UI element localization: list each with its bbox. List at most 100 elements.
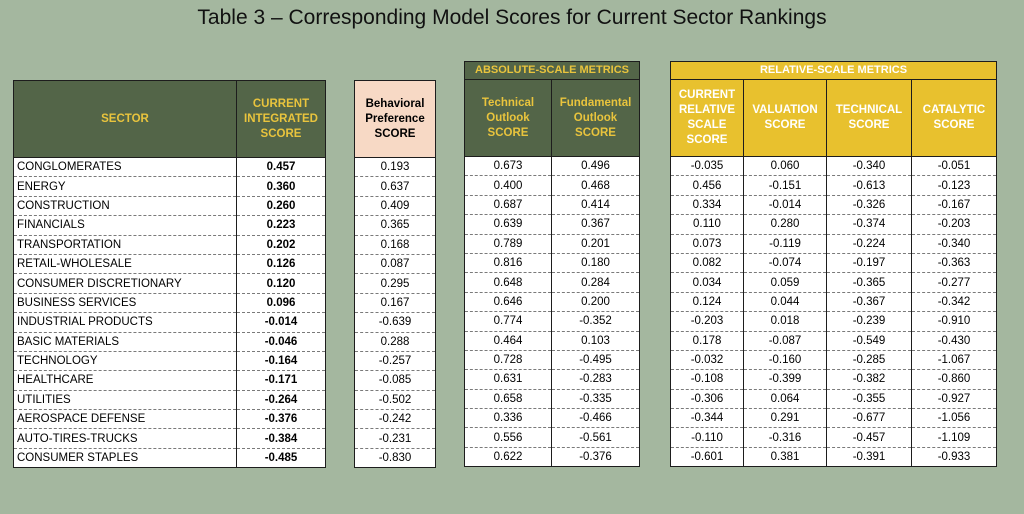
technical-outlook-cell: 0.639: [464, 214, 552, 235]
fundamental-outlook-cell: -0.466: [551, 408, 640, 429]
table-row: 0.193: [354, 156, 436, 178]
valuation-cell: 0.381: [743, 446, 827, 468]
behavioral-header-line1: Behavioral: [365, 97, 425, 110]
sector-name-cell: CONGLOMERATES: [13, 156, 237, 178]
table-row: -0.108 -0.399 -0.382 -0.860: [670, 369, 997, 390]
table-row: HEALTHCARE -0.171: [13, 370, 326, 391]
table-row: 0.728 -0.495: [464, 349, 640, 371]
technical-cell: -0.340: [826, 155, 912, 177]
fundamental-outlook-cell: -0.561: [551, 427, 640, 448]
technical-cell: -0.285: [826, 349, 912, 371]
integrated-score-cell: 0.260: [236, 195, 326, 217]
technical-outlook-cell: 0.789: [464, 233, 552, 254]
valuation-cell: -0.087: [743, 330, 827, 351]
absolute-metrics-table: ABSOLUTE-SCALE METRICS Technical Outlook…: [464, 61, 640, 468]
sector-name-cell: CONSUMER DISCRETIONARY: [13, 273, 237, 294]
table-row: 0.639 0.367: [464, 214, 640, 235]
table-row: CONGLOMERATES 0.457: [13, 156, 326, 178]
valuation-cell: 0.060: [743, 155, 827, 177]
table-row: -0.639: [354, 312, 436, 333]
catalytic-cell: -0.203: [911, 214, 997, 235]
behavioral-header-line3: SCORE: [374, 127, 416, 140]
valuation-cell: -0.119: [743, 233, 827, 254]
behavioral-header-line2: Preference: [365, 112, 425, 125]
catalytic-cell: -1.056: [911, 408, 997, 429]
fundamental-outlook-header: Fundamental Outlook SCORE: [551, 79, 640, 157]
technical-outlook-cell: 0.687: [464, 194, 552, 216]
sector-name-cell: HEALTHCARE: [13, 370, 237, 391]
integrated-score-cell: -0.264: [236, 389, 326, 411]
catalytic-cell: -0.340: [911, 233, 997, 254]
table-row: -0.502: [354, 389, 436, 411]
current-relative-cell: 0.110: [670, 214, 744, 235]
fundamental-outlook-cell: 0.468: [551, 175, 640, 196]
fundamental-outlook-cell: 0.414: [551, 194, 640, 216]
behavioral-score-cell: -0.242: [354, 409, 436, 430]
technical-outlook-cell: 0.556: [464, 427, 552, 448]
sector-name-cell: ENERGY: [13, 176, 237, 197]
integrated-score-cell: -0.171: [236, 370, 326, 391]
fundamental-outlook-line2: Outlook: [573, 111, 618, 124]
integrated-score-cell: 0.360: [236, 176, 326, 197]
table-row: 0.167: [354, 292, 436, 314]
catalytic-line2: SCORE: [933, 119, 975, 131]
table-row: TECHNOLOGY -0.164: [13, 350, 326, 372]
valuation-cell: 0.044: [743, 291, 827, 313]
technical-outlook-cell: 0.774: [464, 311, 552, 332]
technical-cell: -0.365: [826, 272, 912, 293]
table-row: 0.295: [354, 273, 436, 294]
integrated-score-cell: -0.485: [236, 447, 326, 469]
integrated-score-cell: 0.096: [236, 292, 326, 314]
behavioral-score-cell: 0.168: [354, 234, 436, 255]
sector-name-cell: AUTO-TIRES-TRUCKS: [13, 428, 237, 449]
behavioral-score-cell: -0.257: [354, 350, 436, 372]
table-row: RETAIL-WHOLESALE 0.126: [13, 253, 326, 275]
behavioral-score-cell: -0.830: [354, 447, 436, 469]
integrated-score-header: CURRENT INTEGRATED SCORE: [236, 80, 326, 158]
valuation-line1: VALUATION: [752, 104, 818, 116]
integrated-score-cell: -0.014: [236, 312, 326, 333]
fundamental-outlook-cell: 0.180: [551, 252, 640, 274]
behavioral-score-cell: 0.288: [354, 331, 436, 352]
current-relative-cell: -0.306: [670, 388, 744, 410]
integrated-header-line2: INTEGRATED: [244, 112, 318, 125]
behavioral-score-cell: 0.167: [354, 292, 436, 314]
technical-outlook-cell: 0.336: [464, 408, 552, 429]
technical-outlook-cell: 0.622: [464, 446, 552, 468]
fundamental-outlook-cell: 0.284: [551, 272, 640, 293]
current-relative-cell: 0.456: [670, 175, 744, 196]
behavioral-score-header: Behavioral Preference SCORE: [354, 80, 436, 158]
catalytic-cell: -0.363: [911, 252, 997, 274]
table-row: -0.231: [354, 428, 436, 449]
integrated-header-line1: CURRENT: [252, 97, 310, 110]
table-row: 0.334 -0.014 -0.326 -0.167: [670, 194, 997, 216]
technical-outlook-line3: SCORE: [487, 126, 529, 139]
catalytic-line1: CATALYTIC: [922, 104, 986, 116]
table-row: 0.774 -0.352: [464, 311, 640, 332]
integrated-score-cell: 0.126: [236, 253, 326, 275]
technical-header: TECHNICAL SCORE: [826, 79, 912, 157]
technical-cell: -0.326: [826, 194, 912, 216]
table-row: -0.032 -0.160 -0.285 -1.067: [670, 349, 997, 371]
behavioral-score-cell: 0.409: [354, 195, 436, 217]
table-row: 0.168: [354, 234, 436, 255]
technical-outlook-line1: Technical: [481, 96, 535, 109]
technical-outlook-cell: 0.464: [464, 330, 552, 351]
table-row: 0.464 0.103: [464, 330, 640, 351]
technical-cell: -0.374: [826, 214, 912, 235]
technical-cell: -0.197: [826, 252, 912, 274]
sector-name-cell: CONSUMER STAPLES: [13, 447, 237, 469]
table-row: FINANCIALS 0.223: [13, 215, 326, 236]
table-row: 0.673 0.496: [464, 155, 640, 177]
catalytic-cell: -0.051: [911, 155, 997, 177]
table-row: 0.365: [354, 215, 436, 236]
sector-name-cell: FINANCIALS: [13, 215, 237, 236]
valuation-cell: -0.074: [743, 252, 827, 274]
table-row: 0.631 -0.283: [464, 369, 640, 390]
technical-cell: -0.239: [826, 311, 912, 332]
table-row: 0.087: [354, 253, 436, 275]
table-row: 0.646 0.200: [464, 291, 640, 313]
catalytic-cell: -0.342: [911, 291, 997, 313]
fundamental-outlook-cell: -0.283: [551, 369, 640, 390]
table-row: 0.456 -0.151 -0.613 -0.123: [670, 175, 997, 196]
